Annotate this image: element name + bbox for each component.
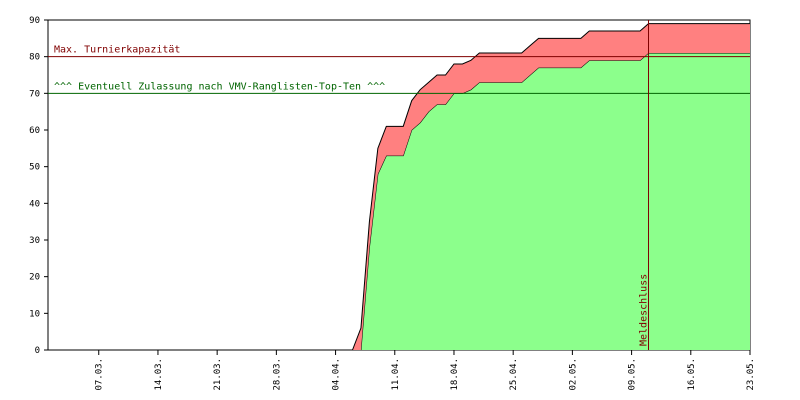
y-tick-label: 60 bbox=[29, 126, 40, 136]
y-tick-label: 80 bbox=[29, 53, 40, 63]
x-tick-label: 11.04. bbox=[391, 358, 401, 391]
y-tick-label: 90 bbox=[29, 16, 40, 26]
y-tick-label: 70 bbox=[29, 89, 40, 99]
x-tick-label: 07.03. bbox=[95, 358, 105, 391]
y-tick-label: 30 bbox=[29, 236, 40, 246]
reference-label: Max. Turnierkapazität bbox=[54, 45, 180, 56]
x-tick-label: 21.03. bbox=[213, 358, 223, 391]
x-tick-label: 09.05. bbox=[628, 358, 638, 391]
area bbox=[48, 53, 750, 350]
x-tick-label: 14.03. bbox=[154, 358, 164, 391]
deadline-label: Meldeschluss bbox=[639, 274, 650, 346]
y-tick-label: 0 bbox=[35, 346, 40, 356]
y-tick-label: 20 bbox=[29, 273, 40, 283]
x-tick-label: 18.04. bbox=[450, 358, 460, 391]
x-tick-label: 25.04. bbox=[509, 358, 519, 391]
area-top-line bbox=[48, 23, 750, 351]
x-tick-label: 28.03. bbox=[272, 358, 282, 391]
x-tick-label: 04.04. bbox=[332, 358, 342, 391]
y-tick-label: 10 bbox=[29, 309, 40, 319]
x-tick-label: 02.05. bbox=[568, 358, 578, 391]
x-tick-label: 16.05. bbox=[687, 358, 697, 391]
x-tick-label: 23.05. bbox=[746, 358, 756, 391]
y-tick-label: 40 bbox=[29, 199, 40, 209]
y-tick-label: 50 bbox=[29, 163, 40, 173]
reference-label: ^^^ Eventuell Zulassung nach VMV-Ranglis… bbox=[54, 81, 385, 92]
